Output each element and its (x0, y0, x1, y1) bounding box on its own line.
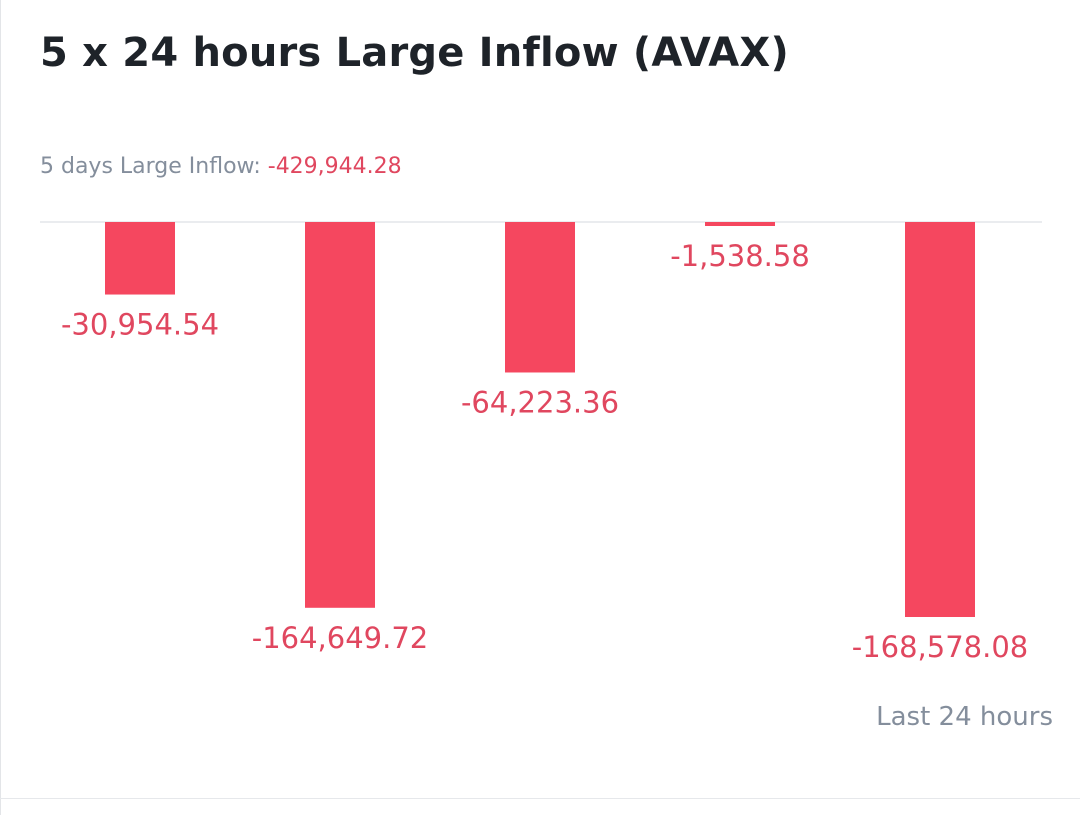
bar-4[interactable] (705, 222, 775, 226)
period-label: Last 24 hours (876, 702, 1053, 732)
bar-value-label-3: -64,223.36 (461, 385, 619, 419)
summary-value: -429,944.28 (267, 154, 402, 179)
bar-value-label-5: -168,578.08 (852, 630, 1029, 664)
bar-3[interactable] (505, 222, 575, 373)
bottom-divider (0, 798, 1080, 799)
bar-1[interactable] (105, 222, 175, 295)
bar-2[interactable] (305, 222, 375, 608)
chart-title: 5 x 24 hours Large Inflow (AVAX) (40, 30, 789, 76)
bar-5[interactable] (905, 222, 975, 617)
bar-value-label-1: -30,954.54 (61, 308, 219, 342)
bar-value-label-2: -164,649.72 (252, 621, 429, 655)
frame-border (0, 0, 1, 815)
bar-value-label-4: -1,538.58 (670, 239, 810, 273)
summary-label: 5 days Large Inflow: (40, 154, 268, 179)
five-day-summary: 5 days Large Inflow: -429,944.28 (40, 154, 402, 179)
